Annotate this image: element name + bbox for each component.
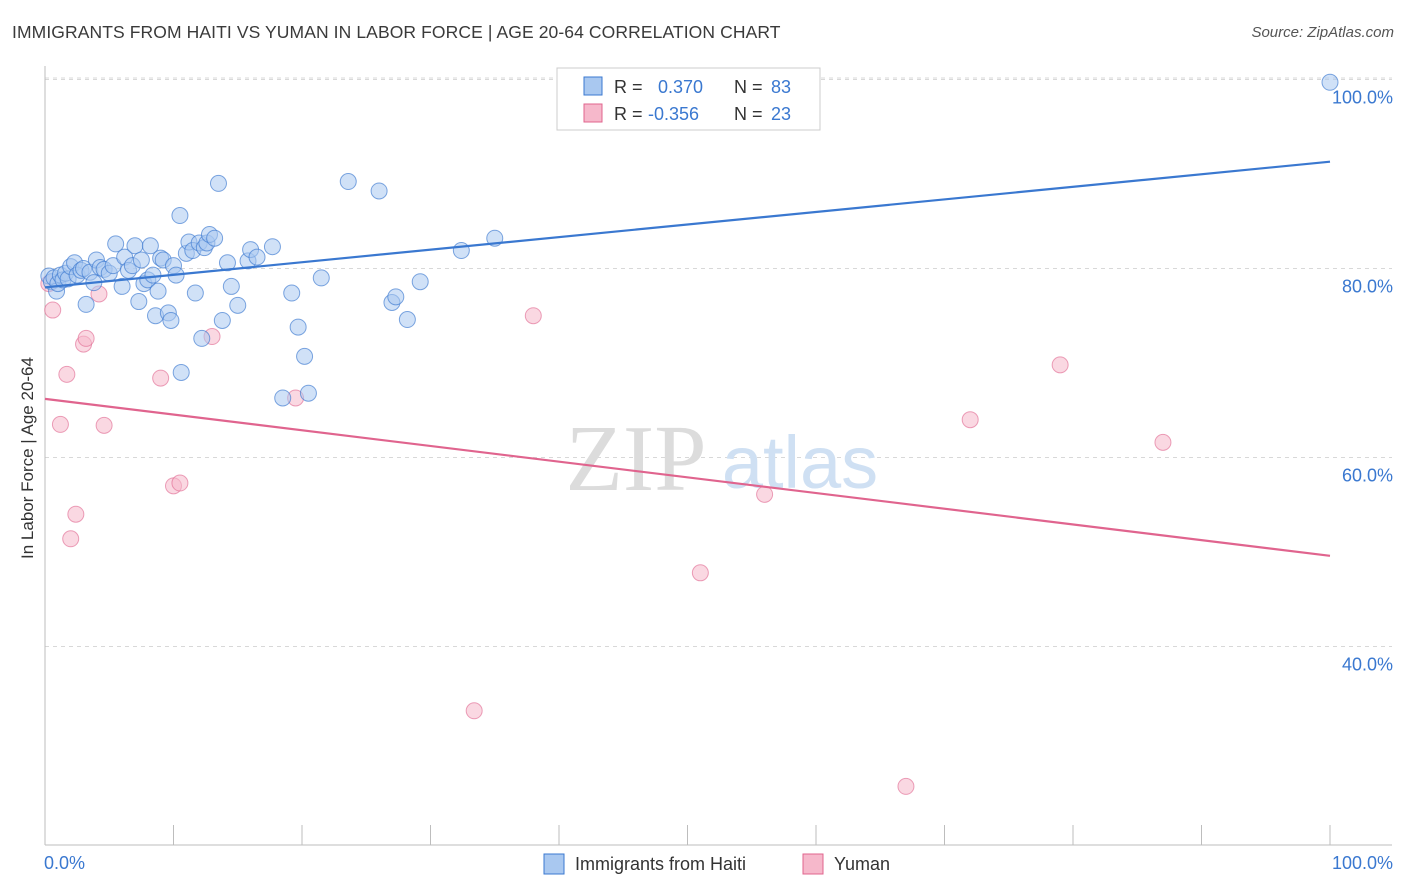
chart-title: IMMIGRANTS FROM HAITI VS YUMAN IN LABOR … (12, 22, 781, 42)
haiti-point (132, 251, 150, 269)
haiti-point (452, 242, 470, 260)
yuman-point (691, 564, 709, 582)
haiti-point (263, 238, 281, 256)
x-tick-label: 0.0% (44, 853, 85, 873)
yuman-point (77, 329, 95, 347)
haiti-point (193, 329, 211, 347)
yuman-point (44, 301, 62, 319)
yuman-point (1051, 356, 1069, 374)
y-tick-label: 40.0% (1342, 655, 1393, 675)
haiti-point (218, 254, 236, 272)
yuman-point (95, 416, 113, 434)
legend-n-value-2: 23 (771, 104, 791, 124)
series-label-haiti: Immigrants from Haiti (575, 854, 746, 874)
haiti-point (1321, 73, 1339, 91)
yuman-point (67, 505, 85, 523)
legend-n-value-1: 83 (771, 77, 791, 97)
haiti-point (370, 182, 388, 200)
haiti-point (149, 282, 167, 300)
haiti-point (186, 284, 204, 302)
haiti-point (213, 311, 231, 329)
haiti-point (162, 311, 180, 329)
y-tick-label: 60.0% (1342, 466, 1393, 486)
haiti-point (398, 311, 416, 329)
tick-labels: 40.0% 60.0% 80.0% 100.0% 0.0% 100.0% (44, 87, 1393, 873)
yuman-point (961, 411, 979, 429)
haiti-point (248, 248, 266, 266)
haiti-point (339, 173, 357, 191)
legend-n-label-2: N = (734, 104, 763, 124)
yuman-point (58, 365, 76, 383)
trend-lines (44, 160, 1331, 557)
yuman-point (51, 415, 69, 433)
haiti-trend-line (44, 160, 1331, 289)
gridlines (45, 77, 1392, 648)
yuman-point (1154, 433, 1172, 451)
legend-swatch-pink (583, 103, 603, 123)
haiti-point (274, 389, 292, 407)
series-swatch-haiti (543, 853, 565, 875)
legend-n-label-1: N = (734, 77, 763, 97)
haiti-point (141, 237, 159, 255)
haiti-point (77, 295, 95, 313)
source-label: Source: ZipAtlas.com (1251, 24, 1394, 41)
haiti-point (130, 293, 148, 311)
haiti-point (126, 237, 144, 255)
haiti-point (144, 266, 162, 284)
yuman-point (465, 702, 483, 720)
yuman-point (62, 530, 80, 548)
yuman-points (40, 275, 1172, 795)
haiti-point (113, 277, 131, 295)
series-label-yuman: Yuman (834, 854, 890, 874)
haiti-points (40, 73, 1339, 407)
watermark-zip: ZIP (566, 407, 707, 511)
haiti-point (296, 347, 314, 365)
legend-r-label-2: R = (614, 104, 643, 124)
haiti-point (283, 284, 301, 302)
haiti-point (209, 174, 227, 192)
legend-r-value-1: 0.370 (658, 77, 703, 97)
series-legend: Immigrants from Haiti Yuman (543, 853, 890, 875)
haiti-point (171, 207, 189, 225)
yuman-trend-line (44, 397, 1331, 557)
legend-r-value-2: -0.356 (648, 104, 699, 124)
y-tick-label: 80.0% (1342, 276, 1393, 296)
legend-r-label-1: R = (614, 77, 643, 97)
haiti-point (387, 288, 405, 306)
haiti-point (222, 277, 240, 295)
haiti-point (104, 257, 122, 275)
yuman-point (152, 369, 170, 387)
haiti-point (107, 235, 125, 253)
yuman-point (897, 777, 915, 795)
axes (44, 66, 1392, 846)
legend-swatch-blue (583, 76, 603, 96)
yuman-point (524, 307, 542, 325)
haiti-point (206, 229, 224, 247)
haiti-point (289, 318, 307, 336)
haiti-point (172, 363, 190, 381)
x-tick-label: 100.0% (1332, 853, 1393, 873)
haiti-point (229, 296, 247, 314)
series-swatch-yuman (802, 853, 824, 875)
y-tick-label: 100.0% (1332, 87, 1393, 107)
haiti-point (411, 273, 429, 291)
yuman-point (171, 474, 189, 492)
haiti-point (299, 384, 317, 402)
correlation-legend: R = 0.370 N = 83 R = -0.356 N = 23 (556, 67, 821, 131)
haiti-point (312, 269, 330, 287)
yuman-point (756, 485, 774, 503)
